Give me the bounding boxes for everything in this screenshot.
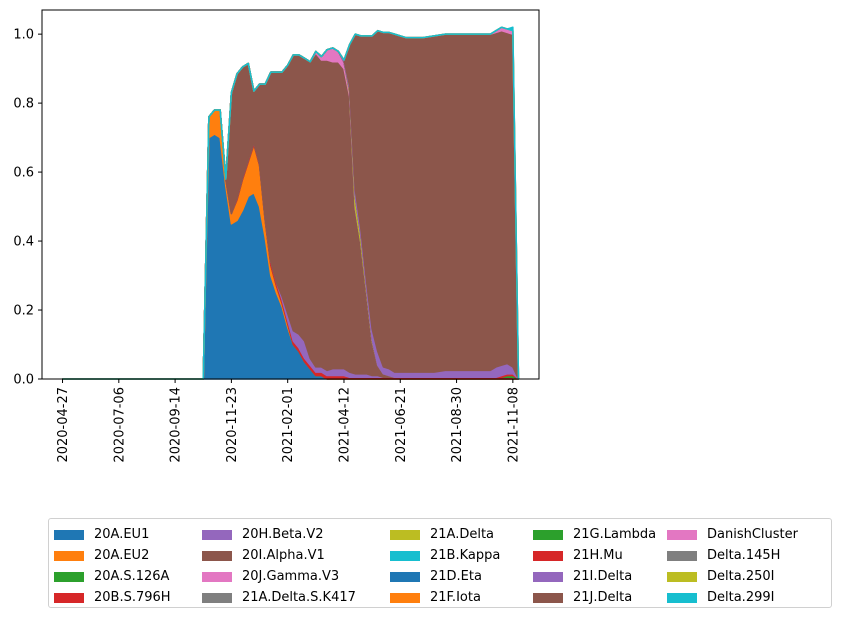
legend-label: 20J.Gamma.V3 bbox=[242, 569, 340, 584]
x-tick-label: 2020-07-06 bbox=[112, 387, 127, 463]
legend-column: 20H.Beta.V2 20I.Alpha.V1 20J.Gamma.V3 21A.D… bbox=[202, 524, 356, 608]
legend-column: 20A.EU1 20A.EU2 20A.S.126A 20B.S.796H bbox=[54, 524, 171, 608]
y-tick-label: 0.4 bbox=[13, 235, 34, 250]
legend-swatch bbox=[533, 529, 563, 540]
legend-swatch bbox=[667, 550, 697, 561]
legend-item: 21B.Kappa bbox=[390, 545, 500, 566]
legend-label: 20A.EU1 bbox=[94, 527, 150, 542]
legend-swatch bbox=[533, 571, 563, 582]
y-tick-label: 0.6 bbox=[13, 166, 34, 181]
legend-item: 21J.Delta bbox=[533, 587, 656, 608]
x-tick-label: 2021-08-30 bbox=[450, 387, 465, 463]
legend-label: DanishCluster bbox=[707, 527, 798, 542]
legend-label: 20A.S.126A bbox=[94, 569, 170, 584]
legend-item: 21G.Lambda bbox=[533, 524, 656, 545]
legend-swatch bbox=[202, 592, 232, 603]
legend-swatch bbox=[390, 529, 420, 540]
plot-frame bbox=[41, 9, 540, 380]
x-tick-label: 2020-11-23 bbox=[225, 387, 240, 463]
legend-swatch bbox=[390, 550, 420, 561]
legend-label: 21A.Delta.S.K417 bbox=[242, 590, 356, 605]
legend: 20A.EU1 20A.EU2 20A.S.126A 20B.S.796H 20H.Be… bbox=[48, 518, 832, 608]
legend-swatch bbox=[667, 592, 697, 603]
legend-item: 20B.S.796H bbox=[54, 587, 171, 608]
legend-label: 21D.Eta bbox=[430, 569, 482, 584]
legend-swatch bbox=[54, 550, 84, 561]
legend-label: 21A.Delta bbox=[430, 527, 495, 542]
legend-label: Delta.299I bbox=[707, 590, 775, 605]
legend-item: 21I.Delta bbox=[533, 566, 656, 587]
legend-item: Delta.250I bbox=[667, 566, 798, 587]
legend-item: 21A.Delta.S.K417 bbox=[202, 587, 356, 608]
x-axis: 2020-04-27 2020-07-06 2020-09-14 2020-11-23… bbox=[56, 379, 521, 463]
legend-label: 21I.Delta bbox=[573, 569, 633, 584]
legend-item: 21F.Iota bbox=[390, 587, 500, 608]
legend-column: DanishCluster Delta.145H Delta.250I Delta.2… bbox=[667, 524, 798, 608]
legend-item: 20A.S.126A bbox=[54, 566, 171, 587]
legend-item: Delta.299I bbox=[667, 587, 798, 608]
y-tick-label: 1.0 bbox=[13, 28, 34, 43]
legend-item: 21H.Mu bbox=[533, 545, 656, 566]
series-areas bbox=[61, 26, 520, 380]
x-tick-label: 2021-06-21 bbox=[394, 387, 409, 463]
legend-item: 20I.Alpha.V1 bbox=[202, 545, 356, 566]
legend-label: 20H.Beta.V2 bbox=[242, 527, 324, 542]
y-tick-label: 0.0 bbox=[13, 373, 34, 388]
legend-swatch bbox=[667, 571, 697, 582]
legend-swatch bbox=[533, 592, 563, 603]
legend-swatch bbox=[390, 571, 420, 582]
legend-label: 21B.Kappa bbox=[430, 548, 501, 563]
legend-column: 21G.Lambda 21H.Mu 21I.Delta 21J.Delta bbox=[533, 524, 656, 608]
legend-label: 20I.Alpha.V1 bbox=[242, 548, 325, 563]
x-tick-label: 2021-04-12 bbox=[337, 387, 352, 463]
y-axis: 0.0 0.2 0.4 0.6 0.8 1.0 bbox=[13, 28, 42, 388]
x-tick-label: 2020-04-27 bbox=[56, 387, 71, 463]
legend-label: 21H.Mu bbox=[573, 548, 623, 563]
legend-item: 21A.Delta bbox=[390, 524, 500, 545]
legend-swatch bbox=[54, 592, 84, 603]
legend-swatch bbox=[54, 529, 84, 540]
legend-swatch bbox=[533, 550, 563, 561]
x-tick-label: 2021-11-08 bbox=[506, 387, 521, 463]
legend-label: 21F.Iota bbox=[430, 590, 481, 605]
legend-label: 21G.Lambda bbox=[573, 527, 657, 542]
y-tick-label: 0.8 bbox=[13, 97, 34, 112]
legend-label: 21J.Delta bbox=[573, 590, 633, 605]
legend-label: Delta.250I bbox=[707, 569, 775, 584]
legend-column: 21A.Delta 21B.Kappa 21D.Eta 21F.Iota bbox=[390, 524, 500, 608]
legend-swatch bbox=[390, 592, 420, 603]
legend-item: 20A.EU1 bbox=[54, 524, 171, 545]
legend-label: Delta.145H bbox=[707, 548, 781, 563]
legend-item: DanishCluster bbox=[667, 524, 798, 545]
legend-swatch bbox=[202, 529, 232, 540]
legend-item: Delta.145H bbox=[667, 545, 798, 566]
x-tick-label: 2020-09-14 bbox=[169, 387, 184, 463]
legend-label: 20A.EU2 bbox=[94, 548, 150, 563]
legend-item: 20A.EU2 bbox=[54, 545, 171, 566]
legend-item: 20H.Beta.V2 bbox=[202, 524, 356, 545]
legend-swatch bbox=[54, 571, 84, 582]
x-tick-label: 2021-02-01 bbox=[281, 387, 296, 463]
legend-swatch bbox=[202, 550, 232, 561]
y-tick-label: 0.2 bbox=[13, 304, 34, 319]
legend-item: 20J.Gamma.V3 bbox=[202, 566, 356, 587]
legend-swatch bbox=[202, 571, 232, 582]
legend-swatch bbox=[667, 529, 697, 540]
legend-label: 20B.S.796H bbox=[94, 590, 171, 605]
legend-item: 21D.Eta bbox=[390, 566, 500, 587]
